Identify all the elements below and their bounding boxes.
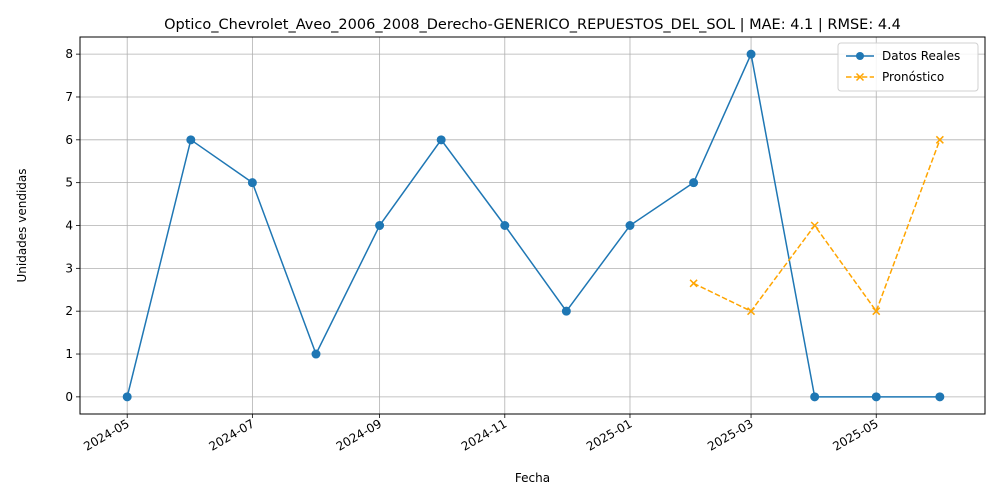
y-tick-label: 3 — [65, 261, 73, 275]
data-point — [747, 307, 756, 316]
y-tick-label: 8 — [65, 47, 73, 61]
data-point — [689, 178, 699, 188]
y-tick-label: 7 — [65, 90, 73, 104]
series-1 — [122, 49, 945, 402]
data-point — [810, 221, 819, 230]
data-point — [871, 392, 881, 402]
data-point — [186, 135, 196, 145]
data-point — [375, 221, 385, 230]
series-line — [126, 51, 940, 398]
y-axis-label: Unidades vendidas — [15, 168, 29, 282]
legend-item: Datos Reales — [846, 49, 960, 63]
y-tick-label: 6 — [65, 133, 73, 147]
series-2 — [689, 135, 944, 316]
data-point — [872, 307, 881, 316]
data-point — [935, 135, 944, 144]
grid — [80, 37, 985, 414]
data-point — [625, 221, 635, 230]
data-point — [311, 349, 321, 359]
data-point — [810, 392, 820, 402]
series-layer — [122, 49, 945, 402]
legend: Datos Reales Pronóstico — [837, 42, 979, 92]
legend-box — [837, 42, 979, 92]
y-tick-label: 5 — [65, 176, 73, 190]
data-point — [500, 221, 510, 230]
y-tick-label: 1 — [65, 347, 73, 361]
data-point — [935, 392, 945, 402]
data-point — [746, 49, 756, 59]
x-axis-label: Fecha — [515, 471, 550, 485]
data-point — [122, 392, 132, 402]
y-tick-label: 4 — [65, 219, 73, 233]
data-point — [247, 178, 257, 188]
legend-label: Pronóstico — [882, 70, 944, 84]
y-tick-label: 2 — [65, 304, 73, 318]
y-tick-label: 0 — [65, 390, 73, 404]
data-point — [689, 279, 698, 288]
data-point — [561, 306, 571, 316]
chart-title: Optico_Chevrolet_Aveo_2006_2008_Derecho-… — [164, 17, 901, 33]
data-point — [436, 135, 446, 145]
legend-item: Pronóstico — [846, 70, 944, 84]
legend-label: Datos Reales — [882, 49, 960, 63]
